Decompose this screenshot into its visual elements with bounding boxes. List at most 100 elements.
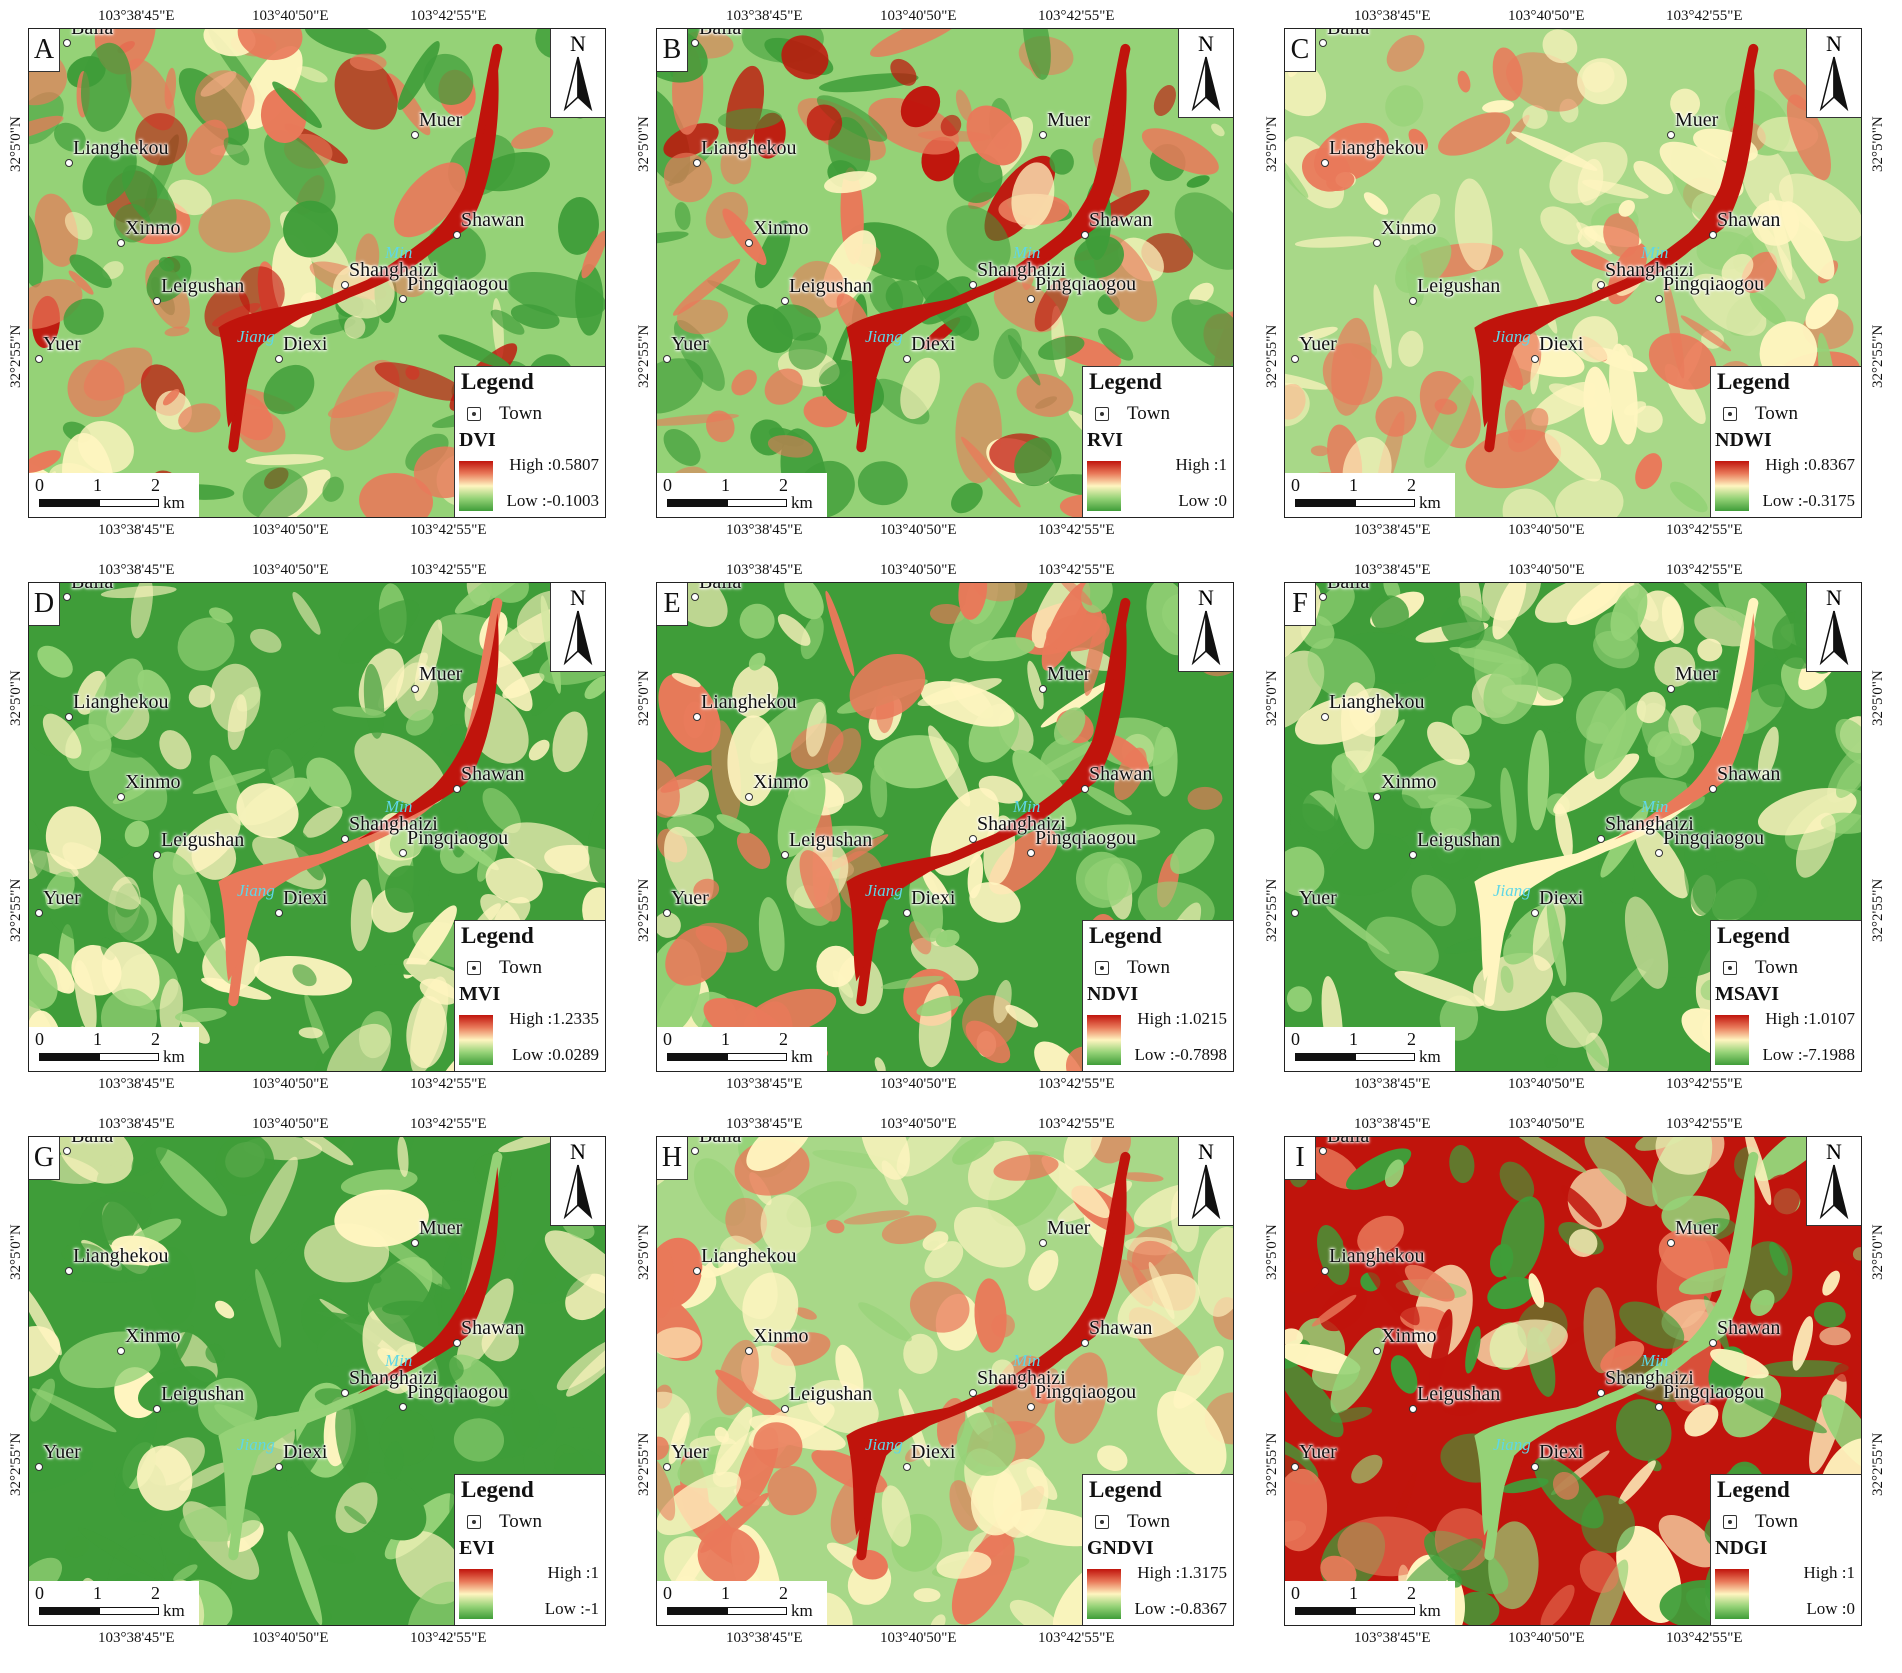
scale-tick: 1 <box>721 475 730 495</box>
legend-town-label: Town <box>499 1511 543 1532</box>
scale-tick: 2 <box>1407 1029 1416 1049</box>
legend-high-value: High :1.0107 <box>1765 1009 1855 1028</box>
north-label: N <box>1198 1139 1214 1164</box>
town-label: Leigushan <box>161 275 245 297</box>
town-dot <box>341 835 349 843</box>
town-dot <box>35 909 43 917</box>
map-frame: I N Baila Lianghekou Xinmo Leigushan Yuer Diexi… <box>1284 1136 1862 1626</box>
scale-segment-filled <box>39 1607 99 1615</box>
scale-tick: 0 <box>1291 1029 1300 1049</box>
panel-letter: D <box>29 583 60 626</box>
town-dot <box>1409 1405 1417 1413</box>
bottom-coordinate-label: 103°38'45"E <box>1354 1076 1431 1092</box>
panel-letter: G <box>29 1137 60 1180</box>
town-dot <box>745 239 753 247</box>
top-coordinate-label: 103°42'55"E <box>1038 8 1115 24</box>
legend-high-value: High :1.0215 <box>1137 1009 1227 1028</box>
scale-tick: 1 <box>721 1583 730 1603</box>
bottom-coordinate-label: 103°38'45"E <box>726 1076 803 1092</box>
town-dot <box>1597 1389 1605 1397</box>
legend-index-name: GNDVI <box>1087 1537 1154 1559</box>
town-dot <box>1039 131 1047 139</box>
legend-color-ramp <box>1715 1569 1749 1619</box>
town-dot <box>1655 295 1663 303</box>
town-label: Baila <box>1327 28 1370 39</box>
town-label: Shanghaizi <box>977 259 1066 281</box>
legend-color-ramp <box>1715 461 1749 511</box>
legend-town-label: Town <box>1755 403 1799 424</box>
scale-unit: km <box>163 1601 185 1620</box>
right-coordinate-label: 32°5'0"N <box>1870 670 1886 726</box>
town-label: Muer <box>1675 1217 1719 1239</box>
town-label: Shawan <box>1717 763 1781 785</box>
bottom-coordinate-label: 103°42'55"E <box>410 1076 487 1092</box>
river-label: Jiang <box>1493 1435 1531 1454</box>
legend-high-value: High :1.3175 <box>1137 1563 1227 1582</box>
legend-box: Legend Town EVI High :1 Low :-1 <box>454 1474 605 1625</box>
town-dot <box>1081 1339 1089 1347</box>
town-dot <box>781 851 789 859</box>
scale-bar: 0 1 2 km <box>657 1027 827 1071</box>
scale-segment-filled <box>667 1607 727 1615</box>
river-label: Min <box>1641 1351 1669 1370</box>
town-dot <box>1709 231 1717 239</box>
legend-color-ramp <box>1087 461 1121 511</box>
left-coordinate-label: 32°5'0"N <box>636 1224 652 1280</box>
legend-title: Legend <box>1717 1477 1790 1502</box>
panel-letter: C <box>1285 29 1316 72</box>
town-dot <box>275 909 283 917</box>
top-coordinate-label: 103°42'55"E <box>410 8 487 24</box>
scale-bar: 0 1 2 km <box>29 473 199 517</box>
town-dot <box>663 909 671 917</box>
town-label: Muer <box>1675 663 1719 685</box>
town-label: Pingqiaogou <box>1035 1381 1137 1403</box>
town-dot <box>341 1389 349 1397</box>
scale-tick: 2 <box>779 1029 788 1049</box>
scale-bar: 0 1 2 km <box>657 1581 827 1625</box>
top-coordinate-label: 103°38'45"E <box>726 8 803 24</box>
scale-segment-filled <box>39 499 99 507</box>
right-coordinate-label: 32°2'55"N <box>1870 878 1886 942</box>
town-label: Shawan <box>461 1317 525 1339</box>
top-coordinate-label: 103°40'50"E <box>252 8 329 24</box>
legend-low-value: Low :0 <box>1806 1599 1855 1618</box>
legend-low-value: Low :-0.7898 <box>1134 1045 1227 1064</box>
town-dot <box>453 1339 461 1347</box>
legend-box: Legend Town MSAVI High :1.0107 Low :-7.1988 <box>1710 920 1861 1071</box>
top-coordinate-label: 103°38'45"E <box>1354 562 1431 578</box>
town-label: Yuer <box>1299 1441 1337 1463</box>
scale-bar: 0 1 2 km <box>657 473 827 517</box>
scale-unit: km <box>791 1047 813 1066</box>
scale-unit: km <box>163 1047 185 1066</box>
town-label: Muer <box>1047 1217 1091 1239</box>
legend-low-value: Low :0.0289 <box>512 1045 599 1064</box>
top-coordinate-label: 103°42'55"E <box>1666 8 1743 24</box>
town-label: Shawan <box>461 763 525 785</box>
left-coordinate-label: 32°5'0"N <box>636 116 652 172</box>
legend-title: Legend <box>1089 923 1162 948</box>
legend-title: Legend <box>461 369 534 394</box>
town-label: Leigushan <box>1417 1383 1501 1405</box>
left-coordinate-label: 32°5'0"N <box>8 670 24 726</box>
map-frame: D N Baila Lianghekou Xinmo Leigushan Yuer Diexi… <box>28 582 606 1072</box>
scale-tick: 0 <box>35 1029 44 1049</box>
top-coordinate-label: 103°40'50"E <box>252 562 329 578</box>
town-dot <box>399 849 407 857</box>
legend-title: Legend <box>1717 369 1790 394</box>
town-label: Yuer <box>671 887 709 909</box>
scale-segment-empty <box>1355 1053 1415 1061</box>
town-label: Pingqiaogou <box>1663 1381 1765 1403</box>
scale-tick: 2 <box>779 1583 788 1603</box>
river-label: Jiang <box>1493 881 1531 900</box>
town-label: Diexi <box>911 887 956 909</box>
town-dot <box>1039 685 1047 693</box>
town-label: Pingqiaogou <box>407 827 509 849</box>
town-dot <box>691 593 699 601</box>
town-dot <box>63 1147 71 1155</box>
town-label: Muer <box>1047 663 1091 685</box>
map-frame: F N Baila Lianghekou Xinmo Leigushan Yuer Diexi… <box>1284 582 1862 1072</box>
town-dot <box>691 39 699 47</box>
town-dot <box>1597 835 1605 843</box>
north-label: N <box>570 585 586 610</box>
scale-tick: 2 <box>151 475 160 495</box>
